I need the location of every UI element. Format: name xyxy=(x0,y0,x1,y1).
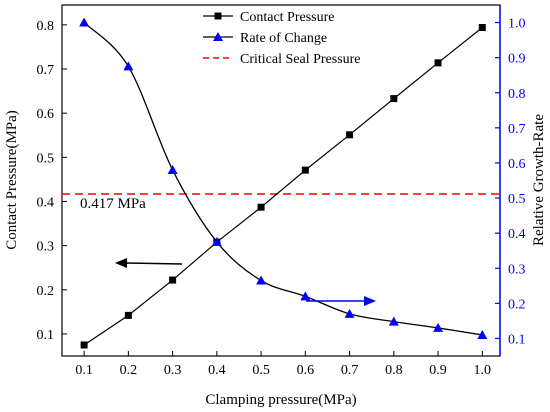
y-right-tick-label: 0.3 xyxy=(508,262,526,277)
critical-pressure-label: 0.417 MPa xyxy=(80,196,146,212)
x-tick-label: 0.4 xyxy=(208,363,226,378)
x-tick-label: 0.8 xyxy=(385,363,403,378)
x-tick-label: 0.6 xyxy=(297,363,315,378)
rate-of-change-marker xyxy=(79,17,90,27)
y-right-tick-label: 1.0 xyxy=(508,17,526,32)
y-right-tick-label: 0.6 xyxy=(508,157,526,172)
rate-of-change-marker xyxy=(477,329,488,339)
contact-pressure-marker xyxy=(390,95,398,103)
rate-of-change-marker xyxy=(211,236,222,246)
contact-pressure-marker xyxy=(478,24,486,32)
y-left-tick-label: 0.6 xyxy=(37,107,55,122)
rate-of-change-marker xyxy=(123,61,134,71)
y-right-axis-ticks: 0.1 0.2 0.3 0.4 0.5 0.6 0.7 0.8 0.9 1.0 xyxy=(495,17,526,347)
rate-of-change-marker xyxy=(167,164,178,174)
svg-text:Contact Pressure: Contact Pressure xyxy=(240,10,334,25)
legend-item-rate-of-change: Rate of Change xyxy=(203,31,327,46)
svg-text:Critical Seal Pressure: Critical Seal Pressure xyxy=(240,52,361,67)
rate-of-change-marker xyxy=(433,322,444,332)
y-right-tick-label: 0.1 xyxy=(508,332,526,347)
y-right-axis-title: Relative Growth-Rate xyxy=(531,114,547,246)
y-left-tick-label: 0.2 xyxy=(37,284,55,299)
contact-pressure-marker xyxy=(434,59,442,67)
x-axis-ticks: 0.1 0.2 0.3 0.4 0.5 0.6 0.7 0.8 0.9 1.0 xyxy=(75,351,491,378)
contact-pressure-marker xyxy=(124,311,132,319)
right-arrow xyxy=(306,296,376,306)
x-tick-label: 0.7 xyxy=(341,363,359,378)
y-left-tick-label: 0.7 xyxy=(37,63,55,78)
x-tick-label: 0.5 xyxy=(252,363,270,378)
y-right-tick-label: 0.2 xyxy=(508,297,526,312)
x-tick-label: 1.0 xyxy=(474,363,492,378)
contact-pressure-marker xyxy=(80,341,88,349)
legend-item-contact-pressure: Contact Pressure xyxy=(203,10,334,25)
x-tick-label: 0.1 xyxy=(75,363,93,378)
y-left-tick-label: 0.4 xyxy=(37,195,55,210)
contact-pressure-line xyxy=(83,27,483,346)
rate-of-change-marker xyxy=(256,275,267,285)
rate-of-change-marker xyxy=(388,316,399,326)
legend: Contact Pressure Rate of Change Critical… xyxy=(203,10,361,67)
x-tick-label: 0.9 xyxy=(429,363,447,378)
y-right-tick-label: 0.9 xyxy=(508,52,526,67)
y-left-tick-label: 0.3 xyxy=(37,240,55,255)
rate-of-change-marker xyxy=(344,308,355,318)
x-tick-label: 0.3 xyxy=(164,363,182,378)
svg-text:Rate of Change: Rate of Change xyxy=(240,31,327,46)
x-tick-label: 0.2 xyxy=(120,363,138,378)
y-right-tick-label: 0.5 xyxy=(508,192,526,207)
contact-pressure-marker xyxy=(257,203,265,211)
y-right-tick-label: 0.8 xyxy=(508,87,526,102)
contact-pressure-marker xyxy=(169,276,177,284)
y-left-tick-label: 0.5 xyxy=(37,151,55,166)
y-left-axis-ticks: 0.1 0.2 0.3 0.4 0.5 0.6 0.7 0.8 xyxy=(37,19,67,343)
left-arrow xyxy=(115,258,183,268)
contact-pressure-marker xyxy=(301,166,309,174)
contact-pressure-marker xyxy=(346,131,354,139)
y-left-axis-title: Contact Pressure(MPa) xyxy=(4,110,20,250)
y-right-tick-label: 0.7 xyxy=(508,122,526,137)
rate-of-change-marker xyxy=(300,291,311,301)
series-layer xyxy=(62,17,500,349)
legend-item-critical-seal-pressure: Critical Seal Pressure xyxy=(203,52,361,67)
x-axis-title: Clamping pressure(MPa) xyxy=(205,392,356,408)
y-left-tick-label: 0.1 xyxy=(37,328,55,343)
rate-of-change-line xyxy=(83,22,483,336)
y-right-tick-label: 0.4 xyxy=(508,227,526,242)
y-left-tick-label: 0.8 xyxy=(37,19,55,34)
